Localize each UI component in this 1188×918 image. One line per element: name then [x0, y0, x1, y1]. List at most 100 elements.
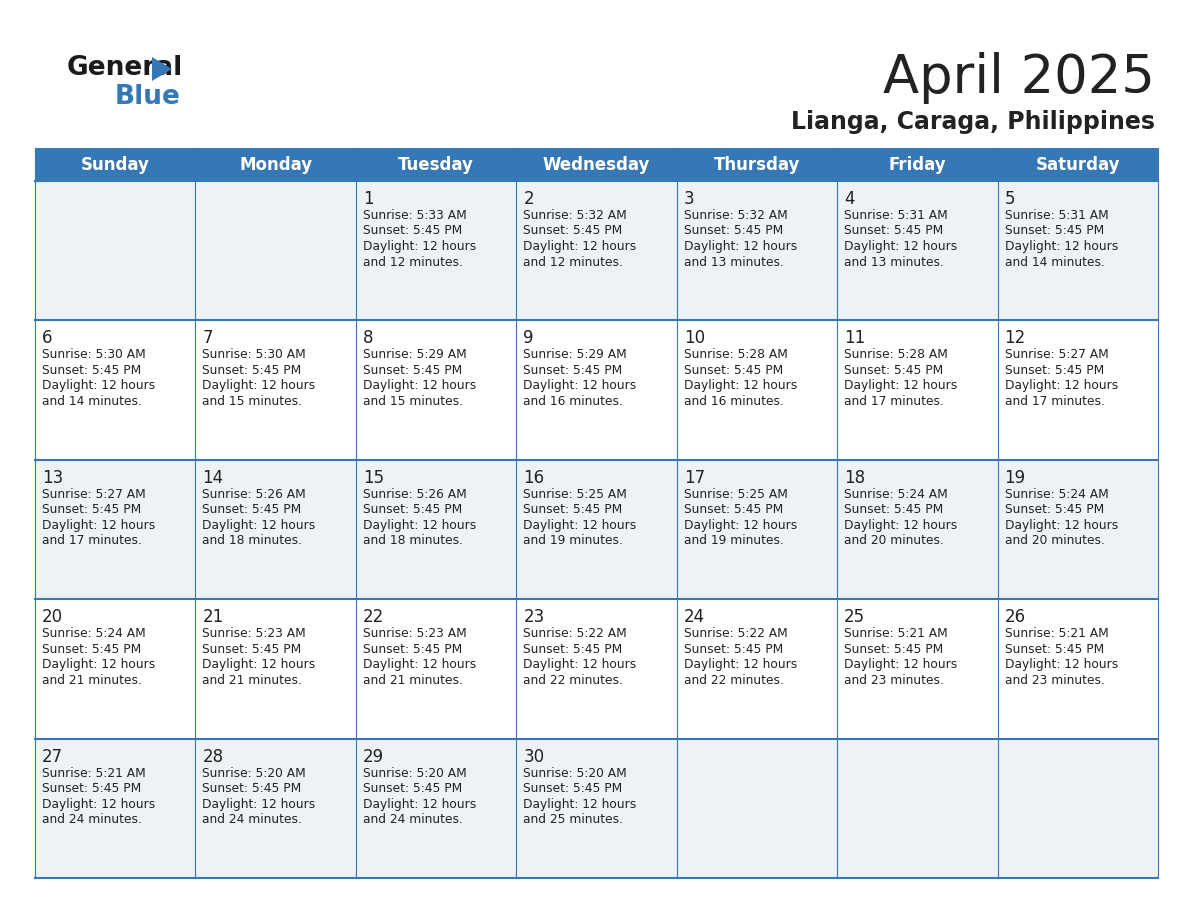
Text: Sunset: 5:45 PM: Sunset: 5:45 PM: [523, 782, 623, 795]
Text: and 18 minutes.: and 18 minutes.: [362, 534, 463, 547]
Text: 3: 3: [684, 190, 694, 208]
Text: Sunrise: 5:22 AM: Sunrise: 5:22 AM: [523, 627, 627, 640]
Text: 11: 11: [845, 330, 865, 347]
Text: Daylight: 12 hours: Daylight: 12 hours: [523, 240, 637, 253]
Text: Sunset: 5:45 PM: Sunset: 5:45 PM: [42, 782, 141, 795]
Text: and 16 minutes.: and 16 minutes.: [684, 395, 784, 408]
Text: and 21 minutes.: and 21 minutes.: [42, 674, 141, 687]
Text: Sunrise: 5:24 AM: Sunrise: 5:24 AM: [1005, 487, 1108, 501]
Text: 30: 30: [523, 747, 544, 766]
Bar: [34, 460, 1158, 599]
Polygon shape: [152, 57, 172, 81]
Text: 12: 12: [1005, 330, 1025, 347]
Text: Sunset: 5:45 PM: Sunset: 5:45 PM: [202, 364, 302, 377]
Text: Daylight: 12 hours: Daylight: 12 hours: [362, 379, 476, 392]
Text: Friday: Friday: [889, 155, 946, 174]
Text: Sunrise: 5:31 AM: Sunrise: 5:31 AM: [1005, 209, 1108, 222]
Text: Daylight: 12 hours: Daylight: 12 hours: [362, 519, 476, 532]
Text: 21: 21: [202, 609, 223, 626]
Text: Sunset: 5:45 PM: Sunset: 5:45 PM: [202, 643, 302, 655]
Text: Sunrise: 5:24 AM: Sunrise: 5:24 AM: [42, 627, 146, 640]
Text: and 22 minutes.: and 22 minutes.: [523, 674, 624, 687]
Text: and 12 minutes.: and 12 minutes.: [362, 255, 463, 268]
Text: 2: 2: [523, 190, 533, 208]
Text: Sunrise: 5:21 AM: Sunrise: 5:21 AM: [1005, 627, 1108, 640]
Text: Sunrise: 5:25 AM: Sunrise: 5:25 AM: [684, 487, 788, 501]
Text: April 2025: April 2025: [883, 52, 1155, 104]
Text: Sunset: 5:45 PM: Sunset: 5:45 PM: [523, 643, 623, 655]
Text: 27: 27: [42, 747, 63, 766]
Text: and 19 minutes.: and 19 minutes.: [684, 534, 784, 547]
Text: 8: 8: [362, 330, 373, 347]
Text: and 17 minutes.: and 17 minutes.: [1005, 395, 1105, 408]
Text: Sunset: 5:45 PM: Sunset: 5:45 PM: [1005, 643, 1104, 655]
Text: Sunset: 5:45 PM: Sunset: 5:45 PM: [684, 503, 783, 516]
Text: Sunset: 5:45 PM: Sunset: 5:45 PM: [362, 225, 462, 238]
Text: Sunrise: 5:24 AM: Sunrise: 5:24 AM: [845, 487, 948, 501]
Text: Daylight: 12 hours: Daylight: 12 hours: [1005, 240, 1118, 253]
Text: Sunrise: 5:21 AM: Sunrise: 5:21 AM: [845, 627, 948, 640]
Text: Daylight: 12 hours: Daylight: 12 hours: [1005, 379, 1118, 392]
Bar: [34, 320, 1158, 460]
Text: Sunrise: 5:22 AM: Sunrise: 5:22 AM: [684, 627, 788, 640]
Text: 14: 14: [202, 469, 223, 487]
Text: and 16 minutes.: and 16 minutes.: [523, 395, 624, 408]
Text: Daylight: 12 hours: Daylight: 12 hours: [42, 658, 156, 671]
Text: Sunset: 5:45 PM: Sunset: 5:45 PM: [1005, 503, 1104, 516]
Text: Sunrise: 5:30 AM: Sunrise: 5:30 AM: [202, 349, 307, 362]
Text: Daylight: 12 hours: Daylight: 12 hours: [1005, 658, 1118, 671]
Text: Daylight: 12 hours: Daylight: 12 hours: [523, 658, 637, 671]
Text: Sunrise: 5:23 AM: Sunrise: 5:23 AM: [362, 627, 467, 640]
Text: Daylight: 12 hours: Daylight: 12 hours: [362, 798, 476, 811]
Text: Sunrise: 5:21 AM: Sunrise: 5:21 AM: [42, 767, 146, 779]
Text: Sunset: 5:45 PM: Sunset: 5:45 PM: [42, 503, 141, 516]
Text: 29: 29: [362, 747, 384, 766]
Text: Thursday: Thursday: [714, 155, 800, 174]
Text: 10: 10: [684, 330, 704, 347]
Text: Daylight: 12 hours: Daylight: 12 hours: [684, 658, 797, 671]
Text: Sunrise: 5:27 AM: Sunrise: 5:27 AM: [42, 487, 146, 501]
Text: 13: 13: [42, 469, 63, 487]
Text: and 13 minutes.: and 13 minutes.: [845, 255, 944, 268]
Text: Sunrise: 5:26 AM: Sunrise: 5:26 AM: [362, 487, 467, 501]
Text: 7: 7: [202, 330, 213, 347]
Text: Daylight: 12 hours: Daylight: 12 hours: [684, 519, 797, 532]
Text: Sunset: 5:45 PM: Sunset: 5:45 PM: [845, 643, 943, 655]
Text: and 17 minutes.: and 17 minutes.: [845, 395, 944, 408]
Text: Daylight: 12 hours: Daylight: 12 hours: [523, 379, 637, 392]
Text: and 15 minutes.: and 15 minutes.: [362, 395, 463, 408]
Text: Sunset: 5:45 PM: Sunset: 5:45 PM: [362, 503, 462, 516]
Text: Monday: Monday: [239, 155, 312, 174]
Bar: [34, 148, 1158, 181]
Text: Sunset: 5:45 PM: Sunset: 5:45 PM: [523, 364, 623, 377]
Text: Sunrise: 5:27 AM: Sunrise: 5:27 AM: [1005, 349, 1108, 362]
Text: Daylight: 12 hours: Daylight: 12 hours: [845, 379, 958, 392]
Text: Daylight: 12 hours: Daylight: 12 hours: [42, 379, 156, 392]
Text: Daylight: 12 hours: Daylight: 12 hours: [523, 798, 637, 811]
Text: Daylight: 12 hours: Daylight: 12 hours: [523, 519, 637, 532]
Text: Sunrise: 5:25 AM: Sunrise: 5:25 AM: [523, 487, 627, 501]
Text: Sunrise: 5:30 AM: Sunrise: 5:30 AM: [42, 349, 146, 362]
Text: Tuesday: Tuesday: [398, 155, 474, 174]
Bar: [34, 181, 1158, 320]
Text: 9: 9: [523, 330, 533, 347]
Text: Sunset: 5:45 PM: Sunset: 5:45 PM: [523, 503, 623, 516]
Text: 25: 25: [845, 609, 865, 626]
Text: Daylight: 12 hours: Daylight: 12 hours: [202, 379, 316, 392]
Text: Sunrise: 5:29 AM: Sunrise: 5:29 AM: [523, 349, 627, 362]
Text: Sunset: 5:45 PM: Sunset: 5:45 PM: [362, 364, 462, 377]
Text: Wednesday: Wednesday: [543, 155, 650, 174]
Text: and 23 minutes.: and 23 minutes.: [845, 674, 944, 687]
Text: Sunrise: 5:33 AM: Sunrise: 5:33 AM: [362, 209, 467, 222]
Text: Sunrise: 5:28 AM: Sunrise: 5:28 AM: [684, 349, 788, 362]
Text: Daylight: 12 hours: Daylight: 12 hours: [202, 519, 316, 532]
Bar: [34, 739, 1158, 878]
Text: and 12 minutes.: and 12 minutes.: [523, 255, 624, 268]
Text: Daylight: 12 hours: Daylight: 12 hours: [42, 798, 156, 811]
Text: Sunrise: 5:28 AM: Sunrise: 5:28 AM: [845, 349, 948, 362]
Text: and 20 minutes.: and 20 minutes.: [845, 534, 944, 547]
Text: Sunrise: 5:20 AM: Sunrise: 5:20 AM: [523, 767, 627, 779]
Text: Sunset: 5:45 PM: Sunset: 5:45 PM: [1005, 364, 1104, 377]
Text: and 13 minutes.: and 13 minutes.: [684, 255, 784, 268]
Text: Saturday: Saturday: [1036, 155, 1120, 174]
